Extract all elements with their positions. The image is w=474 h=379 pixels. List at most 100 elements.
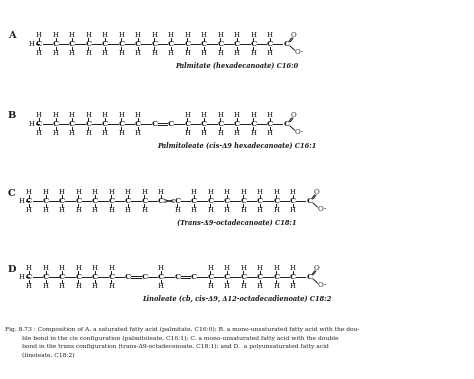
Text: H: H (135, 31, 141, 39)
Text: H: H (26, 264, 32, 272)
Text: H: H (224, 188, 230, 196)
Text: H: H (152, 49, 157, 57)
Text: C: C (267, 40, 273, 48)
Text: H: H (92, 188, 98, 196)
Text: H: H (273, 282, 280, 290)
Text: H: H (26, 282, 32, 290)
Text: H: H (75, 282, 82, 290)
Text: H: H (36, 111, 42, 119)
Text: H: H (218, 49, 224, 57)
Text: C: C (102, 40, 108, 48)
Text: H: H (158, 282, 164, 290)
Text: H: H (29, 40, 35, 48)
Text: H: H (109, 206, 115, 214)
Text: C: C (184, 40, 191, 48)
Text: C: C (306, 273, 312, 281)
Text: O: O (318, 205, 323, 213)
Text: H: H (69, 129, 75, 137)
Text: C: C (273, 197, 280, 205)
Text: ble bond in the cis configuration (palmitoleate, C16:1); C. a mono-unsaturated f: ble bond in the cis configuration (palmi… (22, 335, 338, 341)
Text: -: - (323, 281, 326, 289)
Text: H: H (191, 188, 197, 196)
Text: H: H (184, 129, 191, 137)
Text: C: C (184, 120, 191, 128)
Text: O: O (295, 128, 301, 136)
Text: H: H (184, 111, 191, 119)
Text: C: C (257, 273, 263, 281)
Text: O: O (318, 281, 323, 289)
Text: D: D (8, 265, 17, 274)
Text: -: - (323, 205, 326, 213)
Text: H: H (75, 206, 82, 214)
Text: O: O (314, 188, 319, 196)
Text: H: H (240, 206, 246, 214)
Text: C: C (59, 197, 65, 205)
Text: C: C (224, 273, 230, 281)
Text: H: H (85, 129, 91, 137)
Text: C: C (158, 197, 164, 205)
Text: H: H (36, 31, 42, 39)
Text: H: H (53, 31, 58, 39)
Text: H: H (201, 111, 207, 119)
Text: H: H (250, 111, 256, 119)
Text: H: H (26, 206, 32, 214)
Text: H: H (142, 206, 147, 214)
Text: H: H (234, 111, 240, 119)
Text: H: H (290, 188, 296, 196)
Text: C: C (135, 120, 141, 128)
Text: C: C (151, 120, 157, 128)
Text: H: H (29, 120, 35, 128)
Text: H: H (218, 129, 224, 137)
Text: H: H (135, 49, 141, 57)
Text: H: H (290, 264, 296, 272)
Text: C: C (53, 120, 59, 128)
Text: H: H (59, 264, 65, 272)
Text: H: H (125, 206, 131, 214)
Text: C: C (191, 197, 197, 205)
Text: C: C (290, 273, 296, 281)
Text: O: O (291, 111, 296, 119)
Text: H: H (69, 31, 75, 39)
Text: C: C (283, 40, 290, 48)
Text: C: C (36, 120, 42, 128)
Text: H: H (208, 206, 213, 214)
Text: H: H (257, 188, 263, 196)
Text: H: H (273, 264, 280, 272)
Text: B: B (8, 111, 16, 121)
Text: H: H (26, 188, 32, 196)
Text: C: C (201, 120, 207, 128)
Text: C: C (43, 273, 48, 281)
Text: Linoleate (cb, cis-Δ9, Δ12-octadecadienoate) C18:2: Linoleate (cb, cis-Δ9, Δ12-octadecadieno… (142, 295, 332, 303)
Text: H: H (168, 49, 174, 57)
Text: H: H (184, 49, 191, 57)
Text: bond in the trans configuration (trans-Δ9-octadecenoate, C18:1); and D.  a polyu: bond in the trans configuration (trans-Δ… (22, 344, 329, 349)
Text: C: C (92, 197, 98, 205)
Text: H: H (109, 264, 115, 272)
Text: H: H (142, 188, 147, 196)
Text: C: C (273, 273, 280, 281)
Text: H: H (257, 206, 263, 214)
Text: H: H (257, 282, 263, 290)
Text: H: H (135, 111, 141, 119)
Text: H: H (184, 31, 191, 39)
Text: C: C (92, 273, 98, 281)
Text: -: - (301, 48, 303, 56)
Text: C: C (26, 197, 32, 205)
Text: H: H (92, 264, 98, 272)
Text: H: H (240, 282, 246, 290)
Text: C: C (267, 120, 273, 128)
Text: H: H (92, 282, 98, 290)
Text: C: C (290, 197, 296, 205)
Text: H: H (191, 206, 197, 214)
Text: H: H (290, 282, 296, 290)
Text: C: C (208, 273, 214, 281)
Text: H: H (69, 111, 75, 119)
Text: C: C (118, 120, 125, 128)
Text: H: H (201, 129, 207, 137)
Text: C: C (158, 273, 164, 281)
Text: C: C (43, 197, 48, 205)
Text: C: C (174, 197, 181, 205)
Text: C: C (102, 120, 108, 128)
Text: H: H (168, 31, 174, 39)
Text: H: H (152, 31, 157, 39)
